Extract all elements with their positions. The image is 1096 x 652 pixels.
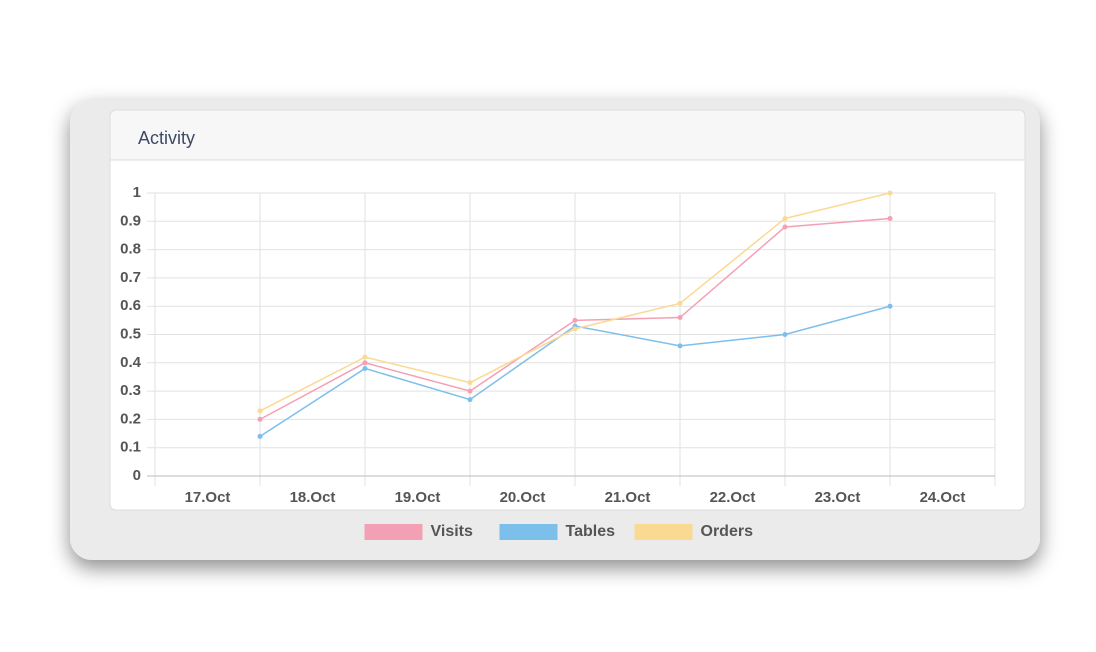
legend-label: Orders <box>701 523 754 540</box>
panel-title: Activity <box>138 128 195 148</box>
legend-swatch <box>364 524 423 540</box>
point <box>362 360 368 366</box>
y-tick-label: 0.5 <box>120 325 141 342</box>
x-tick-label: 18.Oct <box>290 489 336 506</box>
legend-label: Tables <box>566 523 616 540</box>
x-tick-label: 17.Oct <box>185 489 231 506</box>
point <box>677 300 683 306</box>
point <box>782 215 788 221</box>
panel-header <box>109 109 1026 161</box>
x-tick-label: 21.Oct <box>605 489 651 506</box>
x-tick-label: 23.Oct <box>815 489 861 506</box>
point <box>887 190 893 196</box>
y-tick-label: 0.2 <box>120 410 141 427</box>
point <box>572 317 578 323</box>
x-tick-label: 20.Oct <box>500 489 546 506</box>
point <box>362 354 368 360</box>
point <box>467 397 473 403</box>
point <box>572 326 578 332</box>
y-tick-label: 0.6 <box>120 297 141 314</box>
point <box>782 224 788 230</box>
y-tick-label: 0 <box>133 467 141 484</box>
y-tick-label: 0.1 <box>120 439 141 456</box>
legend-swatch <box>634 524 693 540</box>
y-tick-label: 0.8 <box>120 241 141 258</box>
panel <box>109 109 1026 511</box>
y-tick-label: 0.3 <box>120 382 141 399</box>
point <box>257 416 263 422</box>
point <box>257 408 263 414</box>
point <box>677 315 683 321</box>
point <box>362 365 368 371</box>
y-tick-label: 0.4 <box>120 354 142 371</box>
point <box>887 215 893 221</box>
legend-label: Visits <box>431 523 474 540</box>
x-tick-label: 24.Oct <box>920 489 966 506</box>
x-tick-label: 22.Oct <box>710 489 756 506</box>
point <box>782 332 788 337</box>
point <box>677 343 683 349</box>
y-tick-label: 0.7 <box>120 269 141 286</box>
x-tick-label: 19.Oct <box>395 489 441 506</box>
y-tick-label: 1 <box>133 184 141 201</box>
point <box>257 433 263 439</box>
legend-swatch <box>499 524 558 540</box>
point <box>467 388 473 394</box>
y-tick-label: 0.9 <box>120 212 141 229</box>
point <box>467 380 473 386</box>
point <box>887 303 893 309</box>
